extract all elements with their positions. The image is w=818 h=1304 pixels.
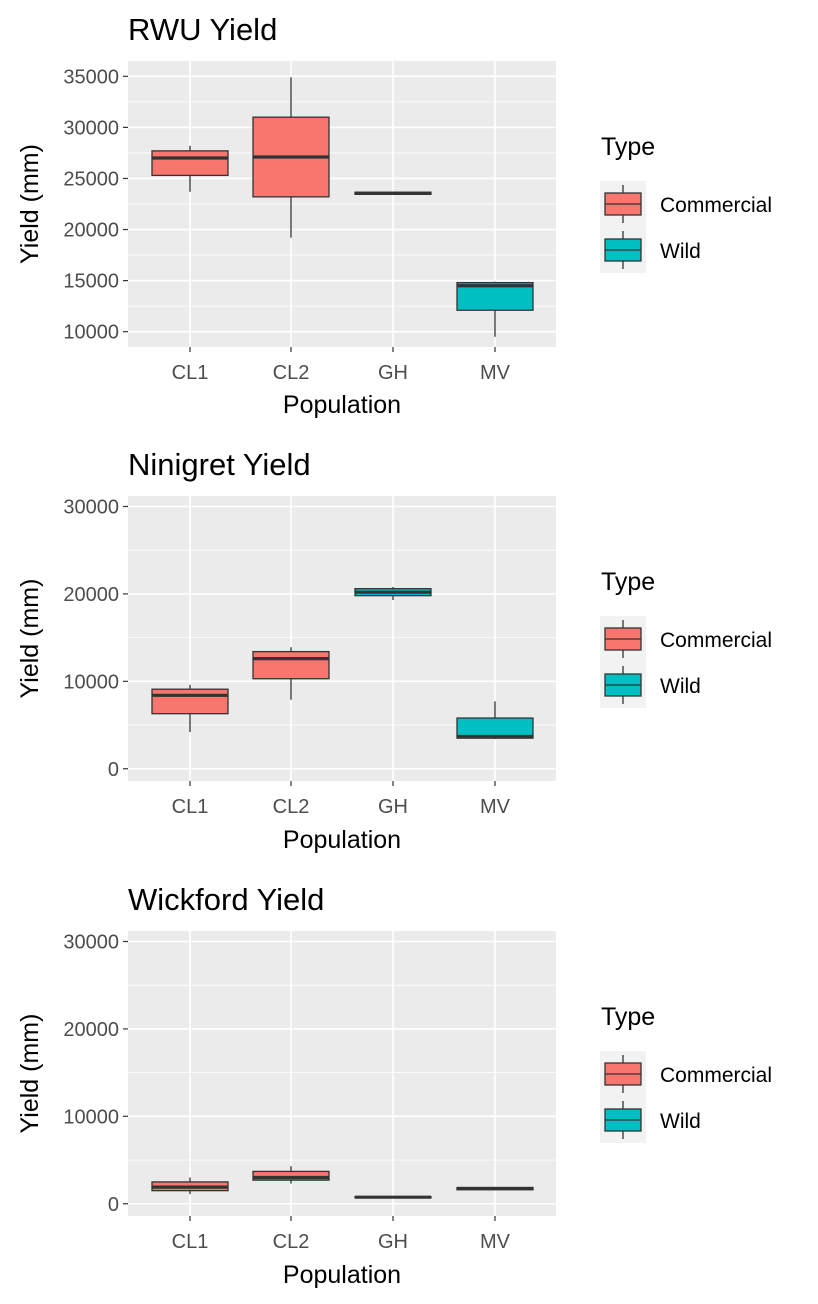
y-tick-label: 20000 [63, 220, 119, 242]
legend-title: Type [601, 568, 655, 596]
box-body [252, 1170, 330, 1181]
plot-title: Wickford Yield [128, 882, 324, 917]
plot-panel-2: Ninigret Yield 0 10000 20000 30000 CL1 CL2 GH MV… [16, 447, 772, 854]
box-gh [354, 1195, 432, 1199]
box-body [456, 717, 534, 739]
x-tick-label: GH [378, 796, 408, 818]
legend-label-wild: Wild [660, 1110, 701, 1133]
x-tick-label: CL2 [273, 1231, 310, 1253]
x-tick-label: MV [480, 362, 511, 384]
plot-title: Ninigret Yield [128, 447, 311, 482]
y-tick-label: 10000 [63, 1106, 119, 1128]
legend-label-commercial: Commercial [660, 1064, 772, 1087]
legend: Type Commercial Wild [600, 568, 772, 708]
box-cl1 [151, 145, 229, 192]
legend-key-wild [600, 227, 646, 273]
box-gh [354, 586, 432, 601]
legend: Type Commercial Wild [600, 133, 772, 273]
legend-title: Type [601, 1003, 655, 1031]
legend-key-wild [600, 662, 646, 708]
box-gh [354, 191, 432, 195]
box-cl1 [151, 1177, 229, 1195]
legend-label-wild: Wild [660, 240, 701, 263]
y-tick-label: 0 [108, 1194, 119, 1216]
x-tick-label: CL2 [273, 796, 310, 818]
x-tick-label: MV [480, 796, 511, 818]
y-tick-label: 0 [108, 759, 119, 781]
box-cl1 [151, 684, 229, 733]
box-cl2 [252, 1166, 330, 1184]
x-axis-title: Population [283, 826, 401, 854]
y-tick-label: 10000 [63, 322, 119, 344]
y-tick-label: 20000 [63, 1019, 119, 1041]
x-tick-label: CL1 [172, 1231, 209, 1253]
panel-background [128, 931, 556, 1216]
plot-title: RWU Yield [128, 12, 277, 47]
y-tick-label: 35000 [63, 66, 119, 88]
x-tick-label: GH [378, 362, 408, 384]
legend-key-commercial [600, 1051, 646, 1097]
y-tick-label: 30000 [63, 931, 119, 953]
x-axis-title: Population [283, 391, 401, 419]
legend-key-commercial [600, 181, 646, 227]
y-tick-label: 15000 [63, 271, 119, 293]
x-tick-label: CL1 [172, 796, 209, 818]
box-mv [456, 1186, 534, 1191]
box-body [252, 650, 330, 680]
legend-label-commercial: Commercial [660, 629, 772, 652]
y-tick-label: 25000 [63, 168, 119, 190]
x-tick-label: MV [480, 1231, 511, 1253]
box-body [151, 150, 229, 177]
box-mv [456, 281, 534, 337]
y-tick-label: 10000 [63, 671, 119, 693]
y-tick-label: 30000 [63, 496, 119, 518]
y-tick-label: 30000 [63, 117, 119, 139]
y-axis-title: Yield (mm) [16, 1014, 44, 1134]
x-tick-label: GH [378, 1231, 408, 1253]
legend: Type Commercial Wild [600, 1003, 772, 1143]
box-body [151, 688, 229, 715]
box-cl2 [252, 77, 330, 238]
legend-title: Type [601, 133, 655, 161]
x-tick-label: CL1 [172, 362, 209, 384]
plot-panel-3: Wickford Yield 0 10000 20000 30000 CL1 CL2 GH MV… [16, 882, 772, 1289]
legend-key-wild [600, 1097, 646, 1143]
y-axis-title: Yield (mm) [16, 579, 44, 699]
box-cl2 [252, 647, 330, 700]
legend-key-commercial [600, 616, 646, 662]
box-mv [456, 701, 534, 740]
y-tick-label: 20000 [63, 584, 119, 606]
y-axis-title: Yield (mm) [16, 144, 44, 264]
legend-label-wild: Wild [660, 675, 701, 698]
x-tick-label: CL2 [273, 362, 310, 384]
legend-label-commercial: Commercial [660, 194, 772, 217]
x-axis-title: Population [283, 1261, 401, 1289]
plot-panel-1: RWU Yield 10000 15000 20000 25000 30000 35000 C… [16, 12, 772, 419]
